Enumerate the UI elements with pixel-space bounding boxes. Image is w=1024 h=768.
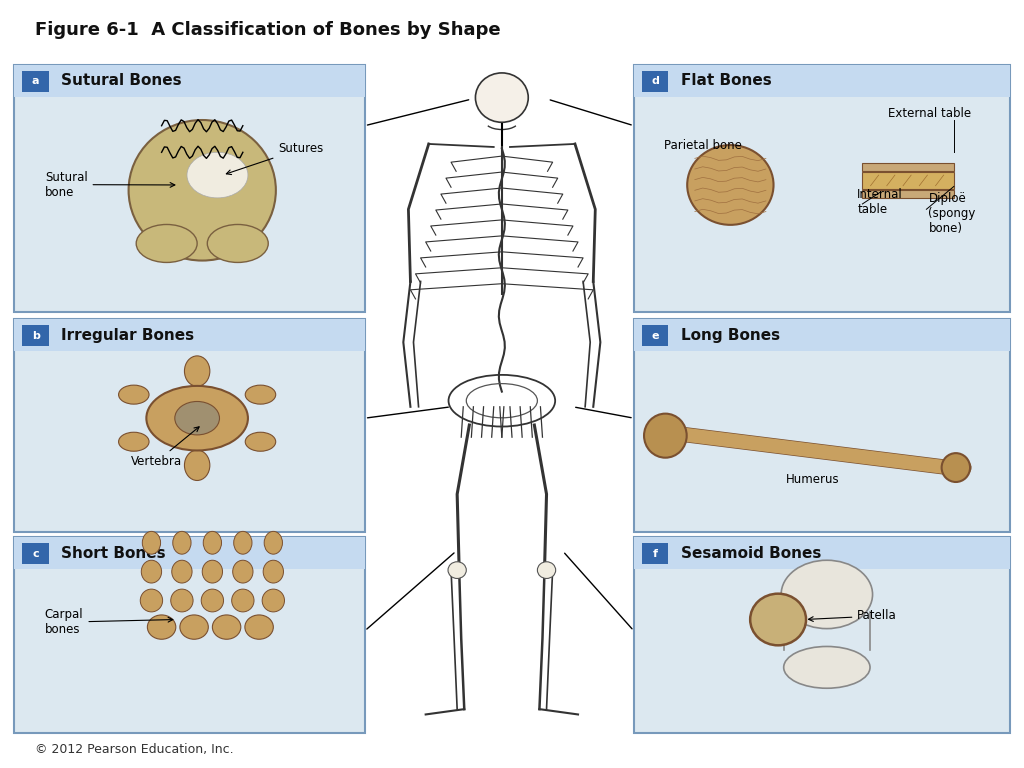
- Ellipse shape: [202, 560, 222, 583]
- FancyBboxPatch shape: [14, 65, 365, 312]
- Ellipse shape: [142, 531, 161, 554]
- Text: d: d: [651, 76, 659, 86]
- Text: Humerus: Humerus: [786, 473, 840, 485]
- FancyBboxPatch shape: [642, 71, 669, 91]
- FancyBboxPatch shape: [14, 319, 365, 351]
- Text: f: f: [652, 548, 657, 558]
- Text: Short Bones: Short Bones: [61, 546, 166, 561]
- Text: Carpal
bones: Carpal bones: [45, 608, 173, 636]
- FancyBboxPatch shape: [23, 326, 49, 346]
- Ellipse shape: [136, 224, 198, 263]
- Ellipse shape: [232, 560, 253, 583]
- FancyBboxPatch shape: [862, 172, 953, 189]
- Ellipse shape: [171, 589, 194, 612]
- Ellipse shape: [942, 453, 970, 482]
- Ellipse shape: [201, 589, 223, 612]
- Text: Figure 6-1  A Classification of Bones by Shape: Figure 6-1 A Classification of Bones by …: [35, 21, 501, 39]
- Ellipse shape: [129, 120, 275, 260]
- Ellipse shape: [245, 385, 275, 404]
- Text: Diploë
(spongy
bone): Diploë (spongy bone): [929, 192, 976, 235]
- Ellipse shape: [140, 589, 163, 612]
- Text: © 2012 Pearson Education, Inc.: © 2012 Pearson Education, Inc.: [35, 743, 233, 756]
- Circle shape: [175, 402, 219, 435]
- Ellipse shape: [245, 615, 273, 639]
- Ellipse shape: [147, 615, 176, 639]
- Ellipse shape: [187, 152, 248, 198]
- Ellipse shape: [184, 356, 210, 386]
- Ellipse shape: [212, 615, 241, 639]
- Ellipse shape: [231, 589, 254, 612]
- FancyBboxPatch shape: [14, 538, 365, 733]
- Text: Sesamoid Bones: Sesamoid Bones: [681, 546, 821, 561]
- Text: External table: External table: [888, 107, 971, 120]
- Ellipse shape: [644, 414, 687, 458]
- FancyBboxPatch shape: [862, 163, 953, 170]
- Text: e: e: [651, 331, 659, 341]
- Text: a: a: [32, 76, 39, 86]
- FancyBboxPatch shape: [14, 538, 365, 569]
- FancyBboxPatch shape: [634, 319, 1010, 351]
- Text: Sutural Bones: Sutural Bones: [61, 74, 181, 88]
- Ellipse shape: [264, 531, 283, 554]
- Ellipse shape: [173, 531, 191, 554]
- FancyBboxPatch shape: [23, 543, 49, 564]
- Ellipse shape: [172, 560, 193, 583]
- FancyBboxPatch shape: [642, 326, 669, 346]
- FancyBboxPatch shape: [14, 65, 365, 97]
- Text: Long Bones: Long Bones: [681, 328, 779, 343]
- FancyBboxPatch shape: [862, 190, 953, 198]
- Ellipse shape: [119, 385, 150, 404]
- Text: Sutural
bone: Sutural bone: [45, 170, 175, 199]
- Ellipse shape: [180, 615, 208, 639]
- Ellipse shape: [233, 531, 252, 554]
- Ellipse shape: [263, 560, 284, 583]
- FancyBboxPatch shape: [634, 65, 1010, 97]
- FancyBboxPatch shape: [642, 543, 669, 564]
- Text: Vertebra: Vertebra: [131, 427, 199, 468]
- FancyBboxPatch shape: [14, 319, 365, 532]
- Ellipse shape: [781, 560, 872, 629]
- Text: Patella: Patella: [809, 610, 897, 623]
- FancyBboxPatch shape: [634, 319, 1010, 532]
- Text: Sutures: Sutures: [226, 142, 324, 174]
- Text: Parietal bone: Parietal bone: [664, 138, 741, 151]
- Ellipse shape: [203, 531, 221, 554]
- FancyBboxPatch shape: [23, 71, 49, 91]
- Text: b: b: [32, 331, 40, 341]
- Text: Internal
table: Internal table: [857, 188, 903, 216]
- Ellipse shape: [184, 450, 210, 481]
- Ellipse shape: [141, 560, 162, 583]
- Text: c: c: [33, 548, 39, 558]
- Ellipse shape: [207, 224, 268, 263]
- Ellipse shape: [751, 594, 806, 645]
- Ellipse shape: [687, 145, 773, 225]
- Text: Flat Bones: Flat Bones: [681, 74, 771, 88]
- Ellipse shape: [449, 561, 466, 578]
- Text: Irregular Bones: Irregular Bones: [61, 328, 195, 343]
- FancyBboxPatch shape: [634, 65, 1010, 312]
- FancyBboxPatch shape: [634, 538, 1010, 733]
- Ellipse shape: [475, 73, 528, 122]
- Ellipse shape: [119, 432, 150, 452]
- Ellipse shape: [146, 386, 248, 451]
- Ellipse shape: [262, 589, 285, 612]
- Ellipse shape: [538, 561, 556, 578]
- Ellipse shape: [783, 647, 870, 688]
- Ellipse shape: [245, 432, 275, 452]
- FancyBboxPatch shape: [634, 538, 1010, 569]
